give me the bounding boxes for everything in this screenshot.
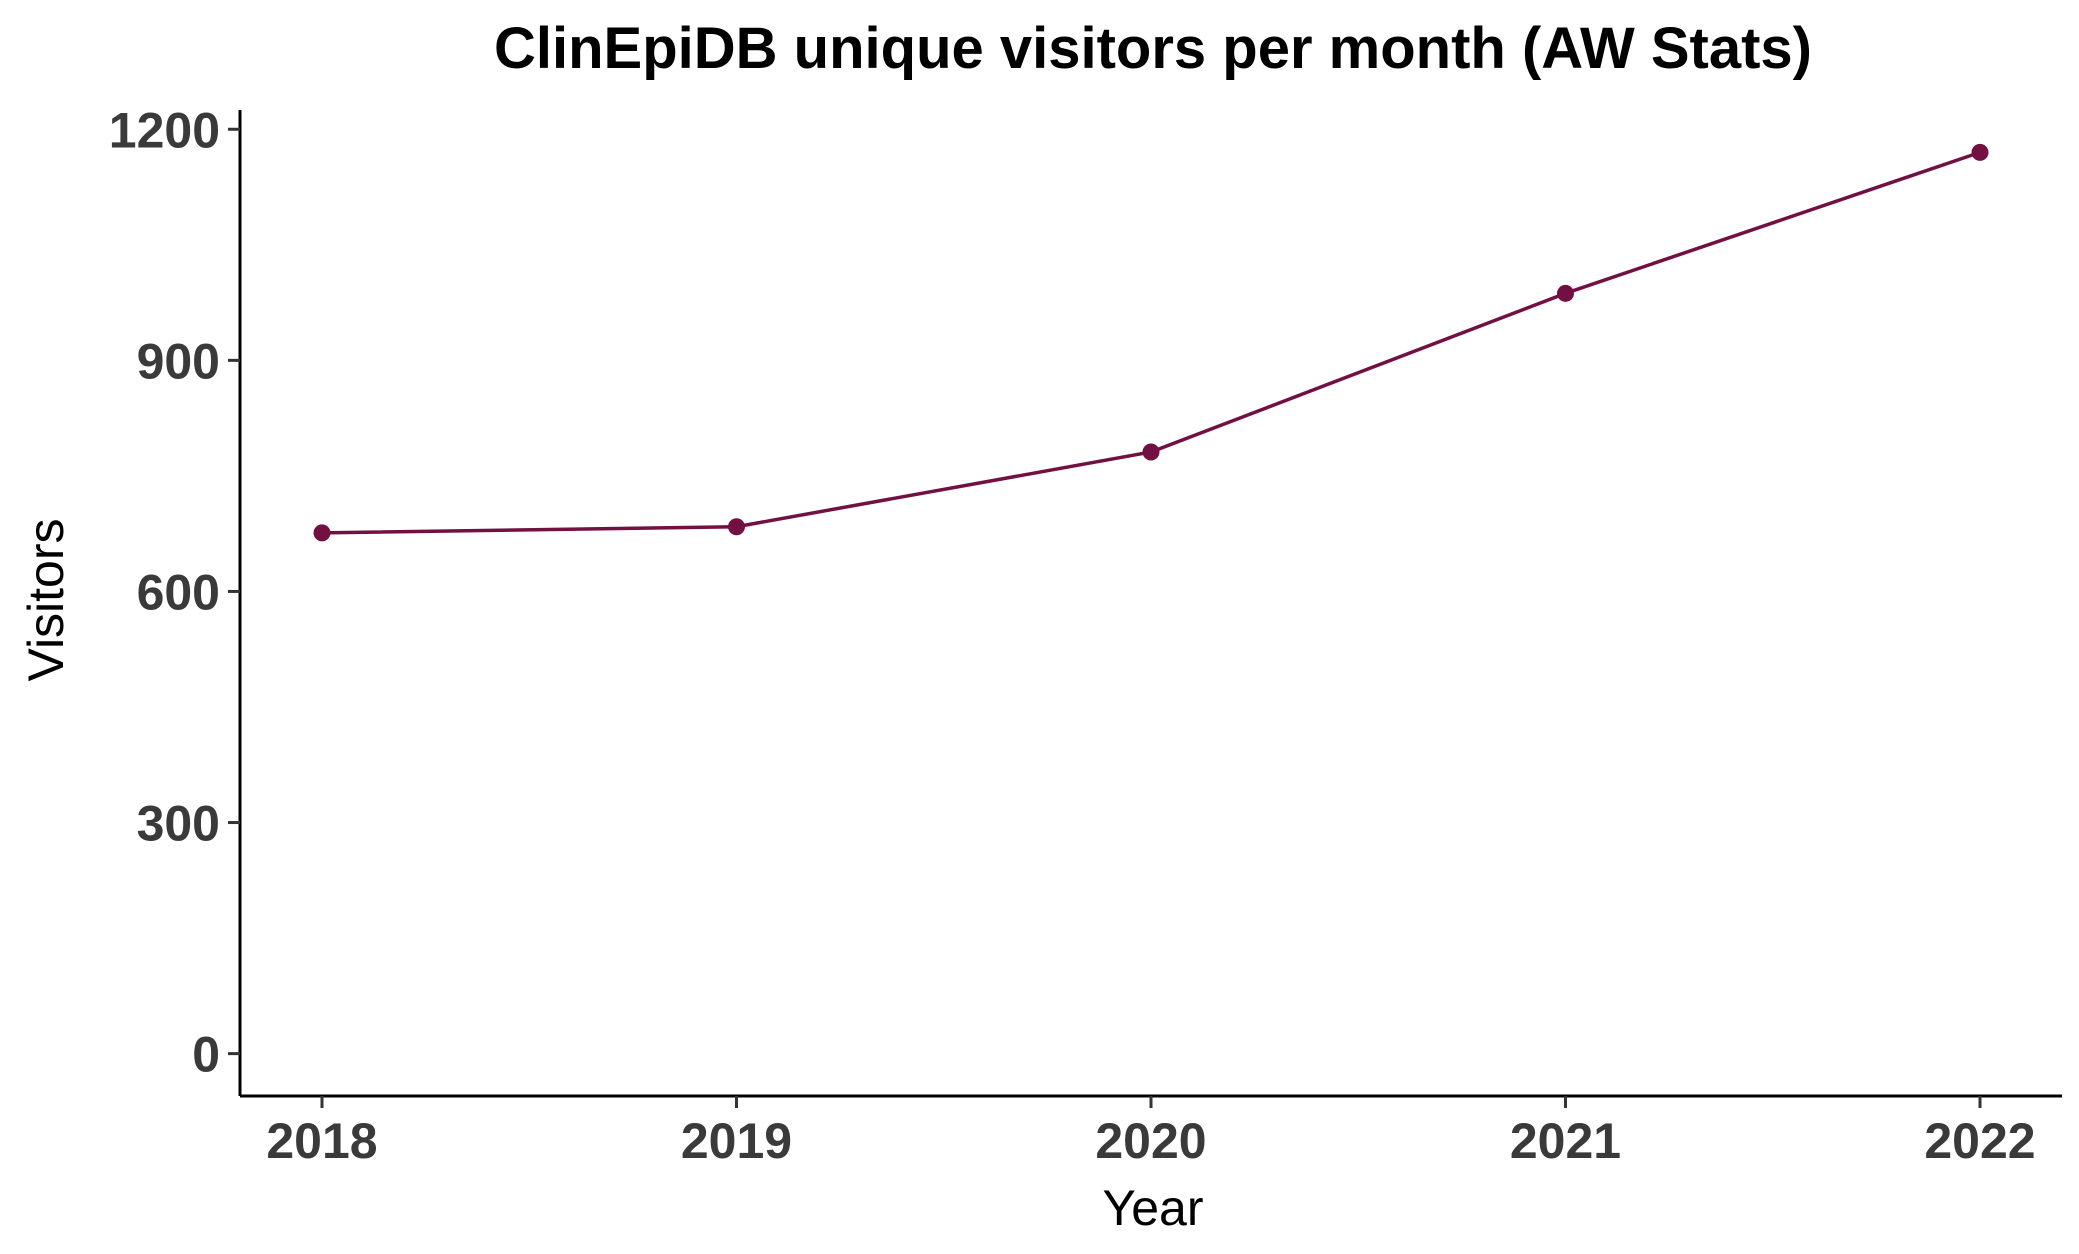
data-point (1557, 284, 1574, 302)
y-axis-title: Visitors (18, 518, 74, 681)
y-tick-label: 900 (137, 333, 220, 389)
y-tick-label: 0 (192, 1027, 220, 1083)
x-tick-label: 2020 (1095, 1113, 1206, 1169)
data-point (728, 518, 745, 536)
series-line (320, 150, 1982, 535)
series-group (313, 143, 1989, 542)
data-point (1142, 443, 1160, 461)
x-axis-title: Year (1102, 1180, 1203, 1236)
chart-title: ClinEpiDB unique visitors per month (AW … (494, 16, 1812, 81)
y-tick-label: 300 (137, 796, 220, 852)
x-tick-label: 2021 (1510, 1113, 1621, 1169)
y-tick-label: 600 (137, 564, 220, 620)
x-tick-label: 2019 (681, 1113, 792, 1169)
y-axis-ticks: 0 300 600 900 1200 (109, 102, 240, 1083)
data-point (313, 524, 331, 542)
x-axis-ticks: 2018 2019 2020 2021 2022 (266, 1096, 2036, 1169)
x-tick-label: 2022 (1924, 1113, 2035, 1169)
x-tick-label: 2018 (266, 1113, 377, 1169)
y-tick-label: 1200 (109, 102, 220, 158)
data-point (1971, 143, 1989, 161)
